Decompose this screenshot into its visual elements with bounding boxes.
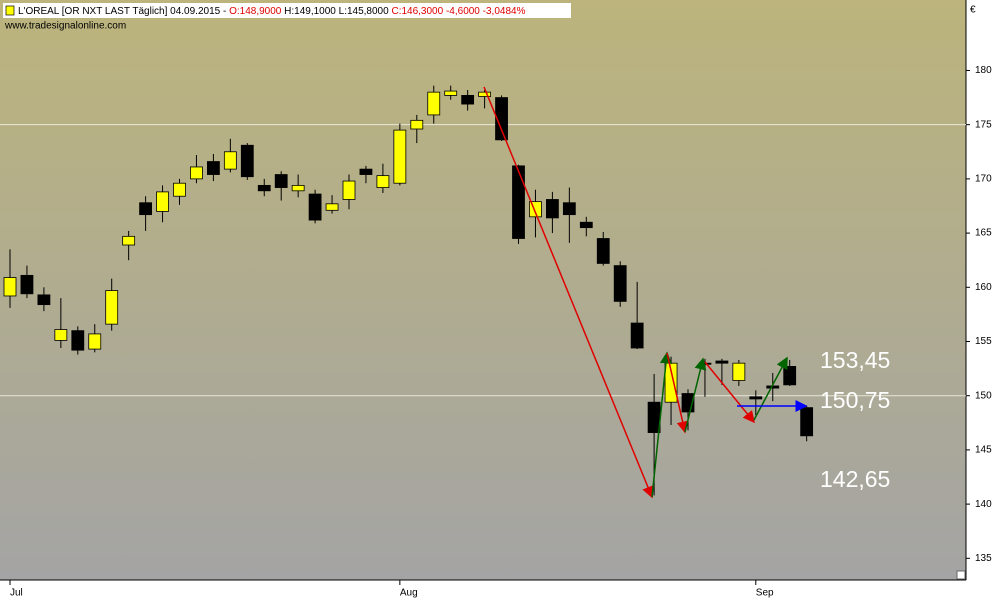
annotation: 150,75 — [820, 387, 890, 413]
candle-body — [444, 90, 458, 96]
candle-body — [512, 165, 525, 239]
candle-body — [274, 174, 288, 188]
candle-body — [206, 161, 220, 175]
candle-body — [698, 362, 712, 365]
y-tick-label: 155 — [975, 336, 992, 347]
candle-body — [3, 277, 17, 297]
candle-body — [156, 191, 169, 212]
candle-body — [308, 193, 322, 221]
trend-arrow — [753, 356, 788, 421]
candle-body — [562, 202, 576, 216]
header-symbol: L'OREAL [OR NXT LAST Täglich] 04.09.2015… — [18, 6, 226, 17]
drawing-tools — [483, 86, 808, 499]
candle-body — [20, 274, 34, 295]
candle-body — [105, 290, 119, 325]
y-tick-label: 175 — [975, 119, 992, 130]
candle-body — [173, 182, 186, 197]
candle-body — [291, 184, 305, 192]
header-open: O:148,9000 — [229, 6, 282, 17]
candle-body — [325, 203, 339, 211]
candle-body — [478, 91, 492, 97]
trend-arrow — [483, 86, 654, 499]
candle-body — [190, 166, 203, 180]
y-tick-label: 180 — [975, 65, 992, 76]
candle-body — [596, 238, 610, 264]
watermark: www.tradesignalonline.com — [4, 21, 126, 32]
trend-arrow — [666, 352, 689, 434]
candle-body — [223, 151, 237, 170]
candle-body — [715, 360, 729, 364]
candle-body — [495, 97, 508, 141]
y-tick-label: 170 — [975, 174, 992, 185]
y-tick-label: 165 — [975, 228, 992, 239]
candle-body — [359, 168, 373, 175]
candle-body — [461, 95, 475, 105]
candle-body — [257, 184, 271, 192]
candle-body — [546, 199, 559, 219]
header-icon — [5, 5, 15, 16]
header: L'OREAL [OR NXT LAST Täglich] 04.09.2015… — [18, 6, 526, 17]
candle-body — [393, 129, 407, 184]
annotation: 153,45 — [820, 347, 890, 373]
x-tick-label: Jul — [10, 588, 23, 599]
candle-body — [427, 91, 441, 116]
trend-arrow — [651, 351, 672, 498]
header-box — [3, 3, 571, 18]
candle-body — [783, 366, 797, 386]
currency-label: € — [970, 5, 976, 16]
y-tick-label: 135 — [975, 553, 992, 564]
candle-body — [732, 362, 746, 381]
candle-body — [376, 175, 390, 188]
header-high-low: H:149,1000 L:145,8000 — [284, 6, 389, 17]
candle-body — [37, 294, 51, 306]
y-tick-label: 160 — [975, 282, 992, 293]
candle-body — [630, 322, 644, 349]
x-tick-label: Sep — [756, 588, 774, 599]
x-tick-label: Aug — [400, 588, 418, 599]
plot-background — [0, 0, 966, 580]
candle-body — [54, 329, 68, 341]
trend-arrow — [704, 361, 755, 424]
candle-body — [410, 119, 424, 130]
y-tick-label: 145 — [975, 445, 992, 456]
y-tick-label: 140 — [975, 499, 992, 510]
candle-body — [647, 401, 661, 433]
candle-body — [139, 202, 153, 216]
y-tick-label: 150 — [975, 390, 992, 401]
candle-body — [122, 235, 136, 246]
annotation: 142,65 — [820, 466, 890, 492]
candle-body — [240, 144, 254, 178]
header-close: C:146,3000 -4,6000 -3,0484% — [391, 6, 525, 17]
candle-body — [88, 333, 102, 350]
candle-body — [800, 407, 814, 437]
candle-body — [749, 396, 763, 400]
trend-arrow — [684, 357, 707, 433]
candle-body — [579, 221, 593, 229]
candle-body — [613, 265, 627, 302]
candle-body — [342, 180, 356, 200]
candle-body — [71, 330, 85, 351]
resize-handle[interactable] — [956, 570, 966, 580]
